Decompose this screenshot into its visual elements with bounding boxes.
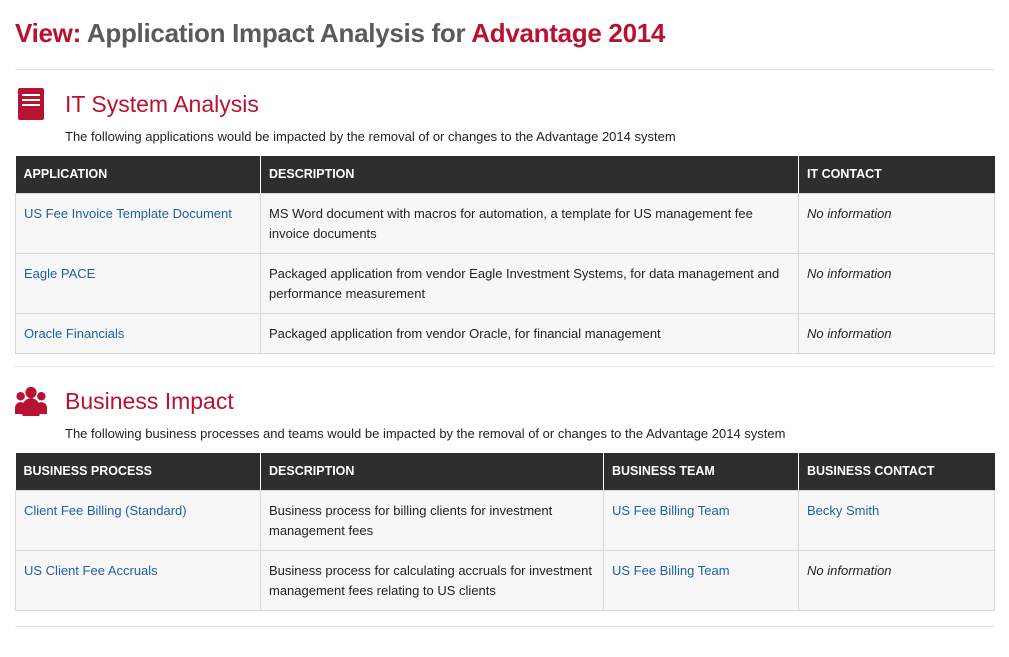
it-section-description: The following applications would be impa… xyxy=(65,129,676,144)
page-title: View: Application Impact Analysis for Ad… xyxy=(15,18,665,49)
business-contact-link[interactable]: Becky Smith xyxy=(798,489,995,551)
it-section-title: IT System Analysis xyxy=(65,90,259,117)
column-header: BUSINESS CONTACT xyxy=(798,453,995,490)
column-header: BUSINESS PROCESS xyxy=(15,453,261,490)
business-section-title: Business Impact xyxy=(65,387,234,414)
divider xyxy=(15,626,994,627)
table-row: US Fee Invoice Template Document MS Word… xyxy=(15,192,995,254)
business-process-link[interactable]: US Client Fee Accruals xyxy=(15,549,261,611)
business-impact-table: BUSINESS PROCESS DESCRIPTION BUSINESS TE… xyxy=(15,453,995,611)
business-process-link[interactable]: Client Fee Billing (Standard) xyxy=(15,489,261,551)
column-header: IT CONTACT xyxy=(798,156,995,193)
business-contact-cell: No information xyxy=(798,549,995,611)
it-contact-cell: No information xyxy=(798,312,995,354)
description-cell: Business process for billing clients for… xyxy=(260,489,604,551)
business-team-link[interactable]: US Fee Billing Team xyxy=(603,489,799,551)
it-applications-table: APPLICATION DESCRIPTION IT CONTACT US Fe… xyxy=(15,156,995,354)
table-row: Eagle PACE Packaged application from ven… xyxy=(15,252,995,314)
it-section-header: IT System Analysis xyxy=(15,87,259,121)
description-cell: MS Word document with macros for automat… xyxy=(260,192,799,254)
table-header-row: BUSINESS PROCESS DESCRIPTION BUSINESS TE… xyxy=(15,453,995,490)
application-link[interactable]: Oracle Financials xyxy=(15,312,261,354)
description-cell: Packaged application from vendor Eagle I… xyxy=(260,252,799,314)
divider xyxy=(15,69,994,70)
application-link[interactable]: US Fee Invoice Template Document xyxy=(15,192,261,254)
column-header: APPLICATION xyxy=(15,156,261,193)
view-label: View: xyxy=(15,18,81,48)
table-row: Oracle Financials Packaged application f… xyxy=(15,312,995,354)
table-row: US Client Fee Accruals Business process … xyxy=(15,549,995,611)
divider xyxy=(15,366,994,367)
description-cell: Business process for calculating accrual… xyxy=(260,549,604,611)
application-link[interactable]: Eagle PACE xyxy=(15,252,261,314)
business-section-header: Business Impact xyxy=(15,384,234,418)
column-header: DESCRIPTION xyxy=(260,156,799,193)
system-name: Advantage 2014 xyxy=(471,18,666,48)
business-section-description: The following business processes and tea… xyxy=(65,426,786,441)
table-row: Client Fee Billing (Standard) Business p… xyxy=(15,489,995,551)
column-header: DESCRIPTION xyxy=(260,453,604,490)
column-header: BUSINESS TEAM xyxy=(603,453,799,490)
it-contact-cell: No information xyxy=(798,192,995,254)
business-team-link[interactable]: US Fee Billing Team xyxy=(603,549,799,611)
server-icon xyxy=(15,87,47,121)
description-cell: Packaged application from vendor Oracle,… xyxy=(260,312,799,354)
title-text: Application Impact Analysis for xyxy=(86,18,466,48)
it-contact-cell: No information xyxy=(798,252,995,314)
table-header-row: APPLICATION DESCRIPTION IT CONTACT xyxy=(15,156,995,193)
users-icon xyxy=(15,384,47,418)
